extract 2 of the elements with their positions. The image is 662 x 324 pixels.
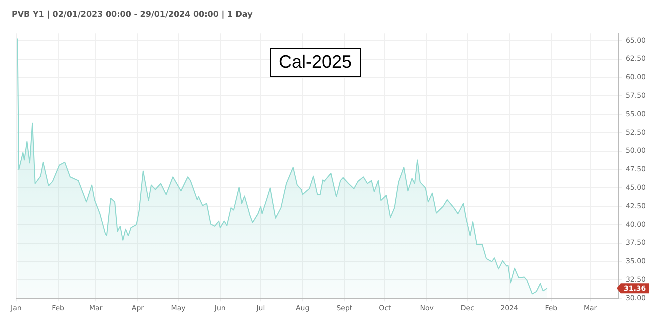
annotation: Cal-2025 (270, 48, 362, 77)
chart-title: PVB Y1 | 02/01/2023 00:00 - 29/01/2024 00:00 | 1 Day (12, 10, 254, 19)
